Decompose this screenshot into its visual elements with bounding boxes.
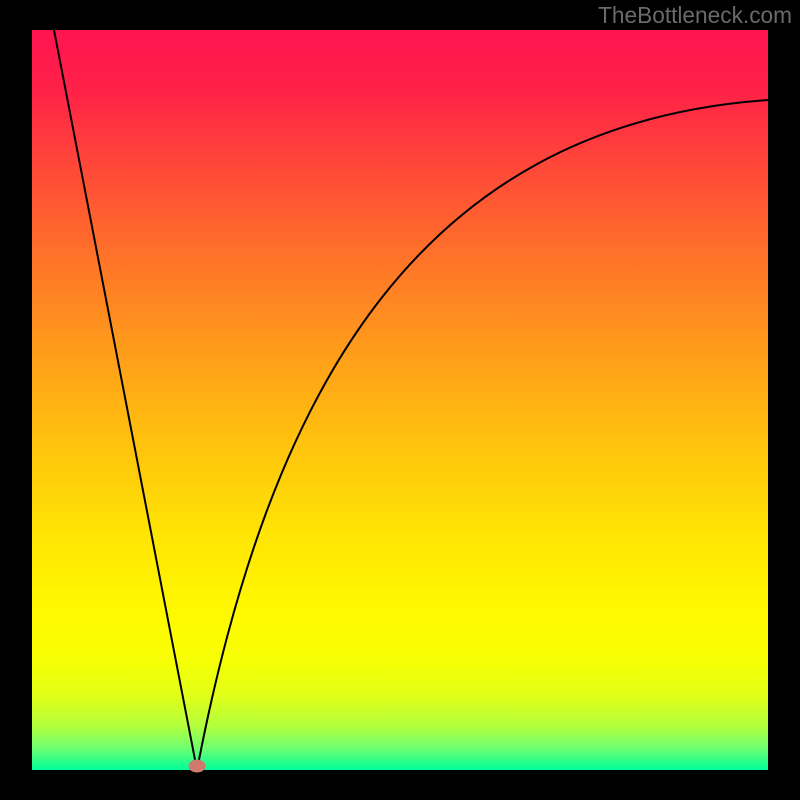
watermark-text: TheBottleneck.com	[598, 2, 792, 29]
curve	[32, 30, 768, 770]
minimum-marker	[188, 760, 205, 773]
chart-container: TheBottleneck.com	[0, 0, 800, 800]
plot-area	[32, 30, 768, 770]
